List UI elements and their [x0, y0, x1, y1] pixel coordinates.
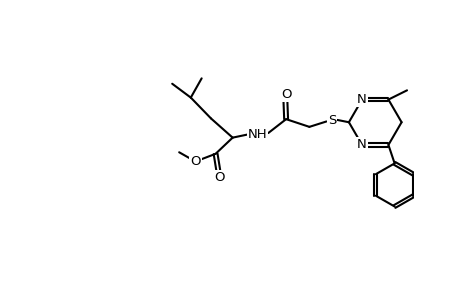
Text: S: S: [327, 114, 336, 127]
Text: O: O: [190, 155, 200, 168]
Text: NH: NH: [247, 128, 267, 141]
Text: O: O: [280, 88, 291, 101]
Text: O: O: [214, 171, 224, 184]
Text: N: N: [357, 93, 366, 106]
Text: N: N: [357, 138, 366, 152]
